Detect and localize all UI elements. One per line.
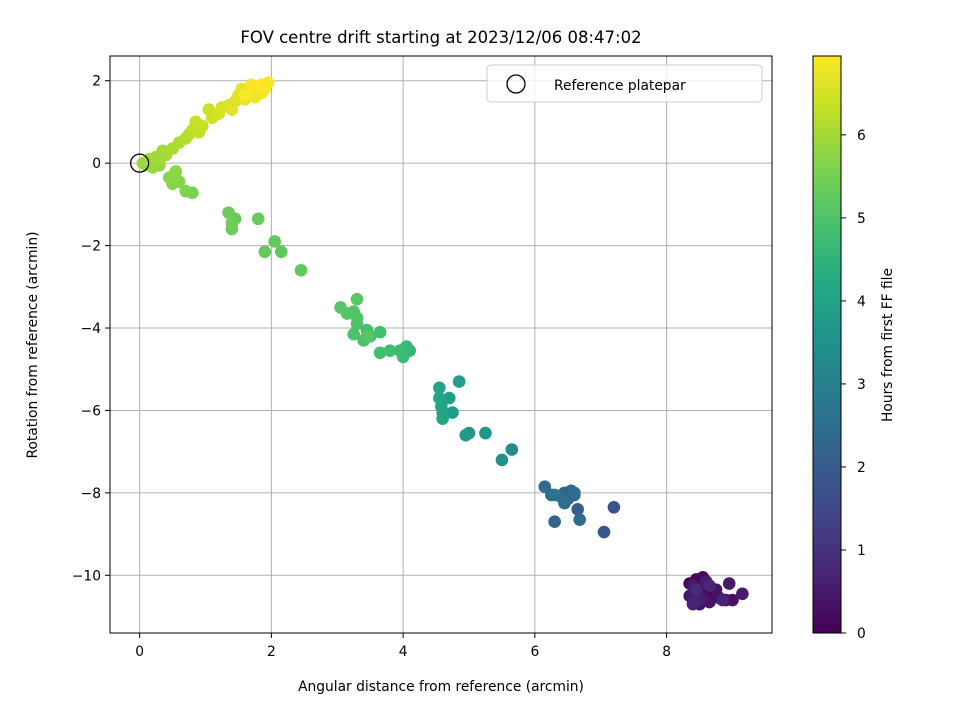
data-point [597,525,611,539]
data-point [548,488,561,502]
data-point [703,579,716,592]
reference-marker [129,153,150,173]
colorbar-tick-label: 1 [857,543,866,559]
chart-title: FOV centre drift starting at 2023/12/06 … [240,28,641,47]
y-tick-label: 0 [92,156,101,172]
data-point [689,583,703,597]
data-point [251,212,265,226]
data-point [446,406,459,419]
plot-frame [109,55,773,634]
data-point [238,88,252,102]
data-point [558,496,571,510]
y-tick-label: 2 [92,74,101,90]
colorbar-label: Hours from first FF file [880,268,896,422]
legend-box [486,64,763,103]
data-point [442,391,456,405]
reference-point-icon [129,153,150,173]
data-point [505,443,519,456]
data-point [436,412,449,425]
data-point [571,503,584,516]
data-point [179,184,193,198]
data-point [258,245,272,259]
data-point [255,78,268,92]
data-point [568,486,581,500]
data-point [393,344,407,357]
data-point [373,346,387,360]
data-point [479,426,492,440]
data-point [347,327,361,341]
data-point [222,206,235,219]
data-point [383,344,397,357]
y-tick-label: −4 [81,321,101,337]
legend-label: Reference platepar [554,78,686,94]
y-tick-label: −10 [72,568,101,584]
colorbar: 0 1 2 3 4 5 6 Hours from first FF file [812,55,896,642]
y-axis-ticks: 2 0 −2 −4 −6 −8 −10 [72,74,110,584]
grid-lines [110,56,772,633]
colorbar-tick-label: 3 [857,377,866,393]
data-point [373,325,387,339]
data-point [268,235,281,248]
data-point [225,103,239,116]
data-points [136,76,749,611]
data-point [350,311,364,325]
y-tick-label: −2 [81,239,101,255]
data-point [548,515,561,529]
data-point [722,577,736,590]
data-point [538,480,552,493]
x-tick-label: 0 [135,644,144,660]
x-axis-label: Angular distance from reference (arcmin) [298,679,584,695]
data-point [459,428,473,442]
y-tick-label: −8 [81,486,101,502]
data-point [274,245,288,259]
data-point [607,500,621,514]
data-point [334,301,347,314]
data-point [245,78,258,92]
y-tick-label: −6 [81,403,101,419]
data-point [350,292,364,306]
data-point [433,391,446,405]
data-point [360,329,374,343]
x-tick-label: 8 [662,644,671,660]
colorbar-tick-label: 6 [857,128,866,144]
data-point [686,597,700,611]
data-point [452,375,466,388]
x-tick-label: 2 [267,644,276,660]
colorbar-tick-label: 4 [857,294,866,310]
data-point [726,593,739,607]
legend: Reference platepar [486,64,763,103]
data-point [169,165,183,178]
data-point [716,593,729,607]
x-tick-label: 6 [530,644,539,660]
data-point [433,381,446,395]
data-point [189,115,202,129]
colorbar-tick-label: 2 [857,460,866,476]
x-tick-label: 4 [399,644,408,660]
data-point [225,216,239,230]
colorbar-ticks: 0 1 2 3 4 5 6 [841,128,866,642]
data-point [573,513,586,526]
data-point [294,264,308,277]
colorbar-tick-label: 5 [857,211,866,227]
legend-marker-icon [506,74,526,94]
colorbar-gradient [812,55,842,634]
x-axis-ticks: 0 2 4 6 8 [135,633,671,660]
y-axis-label: Rotation from reference (arcmin) [25,231,41,458]
data-point [495,453,509,467]
colorbar-tick-label: 0 [857,626,866,642]
data-point [736,587,749,601]
